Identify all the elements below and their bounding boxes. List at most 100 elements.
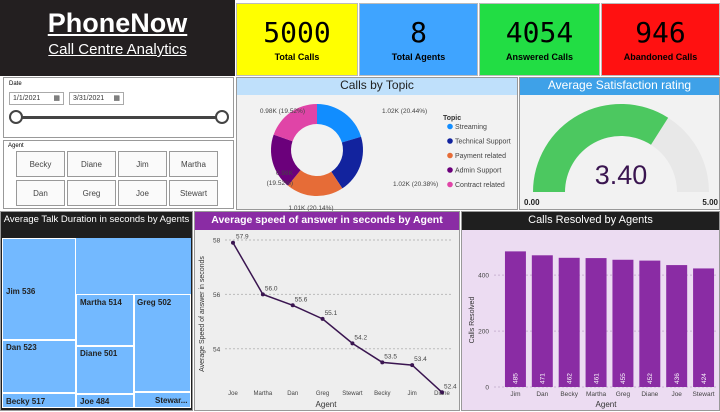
treemap-cell-jim[interactable]: Jim 536 xyxy=(2,238,76,340)
speed-point-stewart[interactable] xyxy=(350,341,354,345)
date-range-end-handle[interactable] xyxy=(215,110,229,124)
agent-button-joe[interactable]: Joe xyxy=(118,180,167,206)
treemap-cell-joe[interactable]: Joe 484 xyxy=(76,394,134,408)
brand-title: PhoneNow xyxy=(0,8,235,39)
kpi-label: Total Calls xyxy=(237,52,357,62)
kpi-value: 8 xyxy=(360,18,477,48)
speed-ytick: 58 xyxy=(213,238,221,245)
legend-item-streaming[interactable]: Streaming xyxy=(455,124,487,131)
resolved-data-label: 461 xyxy=(593,373,600,384)
speed-point-joe[interactable] xyxy=(231,241,235,245)
speed-xtick: Martha xyxy=(254,391,273,397)
date-slicer: Date xyxy=(3,77,234,138)
end-date-value: 3/31/2021 xyxy=(73,95,104,102)
topic-legend-title: Topic xyxy=(443,115,461,122)
agent-button-dan[interactable]: Dan xyxy=(16,180,65,206)
legend-marker xyxy=(447,182,453,188)
resolved-chart: 0200400 485Jim471Dan462Becky461Martha455… xyxy=(462,212,720,412)
calls-by-topic-chart: Topic Streaming Technical Support Payment … xyxy=(237,78,519,211)
resolved-bar-martha[interactable] xyxy=(586,258,607,387)
treemap-cell-becky[interactable]: Becky 517 xyxy=(2,393,76,408)
legend-item-contract-related[interactable]: Contract related xyxy=(455,182,505,189)
donut-data-label: 0.98K (19.52%) xyxy=(260,108,305,115)
agent-button-becky[interactable]: Becky xyxy=(16,151,65,177)
resolved-ytick: 400 xyxy=(478,273,489,280)
speed-xtick: Greg xyxy=(316,391,329,397)
agent-button-greg[interactable]: Greg xyxy=(67,180,116,206)
treemap-cell-diane[interactable]: Diane 501 xyxy=(76,346,134,394)
treemap-label: Dan 523 xyxy=(6,343,37,352)
end-date-input[interactable]: 3/31/2021 ▦ xyxy=(69,92,124,105)
resolved-data-label: 436 xyxy=(674,373,681,384)
speed-point-becky[interactable] xyxy=(380,360,384,364)
kpi-answered-calls: 4054 Answered Calls xyxy=(479,3,600,76)
speed-data-label: 54.2 xyxy=(354,334,367,341)
speed-xtick: Dan xyxy=(287,391,298,397)
speed-data-label: 53.4 xyxy=(414,356,427,363)
kpi-total-agents: 8 Total Agents xyxy=(359,3,478,76)
calendar-icon[interactable]: ▦ xyxy=(53,94,60,102)
treemap-cell-martha[interactable]: Martha 514 xyxy=(76,294,134,346)
treemap-label: Joe 484 xyxy=(80,397,109,406)
speed-point-dan[interactable] xyxy=(291,303,295,307)
resolved-bar-jim[interactable] xyxy=(505,251,526,387)
resolved-xtick: Diane xyxy=(641,391,658,398)
resolved-panel: Calls Resolved by Agents 0 200 400 485 Jim 4… xyxy=(461,211,720,411)
start-date-value: 1/1/2021 xyxy=(13,95,40,102)
resolved-data-label: 485 xyxy=(513,373,520,384)
donut-data-label: (19.52%) xyxy=(267,180,293,187)
treemap-cell-stewart[interactable]: Stewar... xyxy=(134,392,191,408)
date-range-track[interactable] xyxy=(16,116,223,119)
resolved-bar-dan[interactable] xyxy=(532,255,553,387)
kpi-value: 5000 xyxy=(237,18,357,48)
kpi-value: 946 xyxy=(602,18,719,48)
treemap-cell-greg[interactable]: Greg 502 xyxy=(134,294,191,392)
resolved-xtick: Martha xyxy=(586,391,607,398)
agent-button-martha[interactable]: Martha xyxy=(169,151,218,177)
resolved-data-label: 424 xyxy=(701,373,708,384)
agent-button-diane[interactable]: Diane xyxy=(67,151,116,177)
date-range-start-handle[interactable] xyxy=(9,110,23,124)
resolved-xtick: Dan xyxy=(536,391,548,398)
kpi-label: Total Agents xyxy=(360,52,477,62)
speed-data-label: 52.4 xyxy=(444,383,457,390)
resolved-bar-becky[interactable] xyxy=(559,258,580,387)
date-slicer-label: Date xyxy=(9,81,22,87)
treemap-label: Becky 517 xyxy=(6,397,45,406)
speed-point-martha[interactable] xyxy=(261,292,265,296)
agent-button-jim[interactable]: Jim xyxy=(118,151,167,177)
resolved-ytick: 200 xyxy=(478,329,489,336)
speed-xtick: Stewart xyxy=(342,391,363,397)
kpi-abandoned-calls: 946 Abandoned Calls xyxy=(601,3,720,76)
speed-point-diane[interactable] xyxy=(440,390,444,394)
talk-duration-title: Average Talk Duration in seconds by Agen… xyxy=(1,212,192,238)
treemap-cell-dan[interactable]: Dan 523 xyxy=(2,340,76,393)
speed-point-greg[interactable] xyxy=(321,317,325,321)
speed-ytick: 54 xyxy=(213,346,221,353)
agent-button-stewart[interactable]: Stewart xyxy=(169,180,218,206)
resolved-bar-stewart[interactable] xyxy=(693,268,714,387)
resolved-bar-diane[interactable] xyxy=(639,261,660,387)
donut-slice-streaming[interactable] xyxy=(317,104,361,143)
calls-by-topic-panel: Calls by Topic Topic Streaming Technical … xyxy=(236,77,518,210)
speed-data-label: 56.0 xyxy=(265,285,278,292)
treemap-label: Martha 514 xyxy=(80,298,122,307)
resolved-xtick: Jim xyxy=(510,391,520,398)
kpi-label: Answered Calls xyxy=(480,52,599,62)
speed-point-jim[interactable] xyxy=(410,363,414,367)
resolved-bar-joe[interactable] xyxy=(666,265,687,387)
legend-item-payment-related[interactable]: Payment related xyxy=(455,153,506,160)
resolved-xtick: Joe xyxy=(671,391,682,398)
satisfaction-panel: Average Satisfaction rating 3.40 0.00 5.… xyxy=(519,77,720,210)
speed-ytick: 56 xyxy=(213,292,221,299)
speed-ylabel: Average Speed of answer in seconds xyxy=(199,256,206,372)
treemap-label: Jim 536 xyxy=(6,287,35,296)
legend-item-admin-support[interactable]: Admin Support xyxy=(455,168,501,175)
resolved-xlabel: Agent xyxy=(596,400,618,409)
start-date-input[interactable]: 1/1/2021 ▦ xyxy=(9,92,64,105)
legend-item-technical-support[interactable]: Technical Support xyxy=(455,139,511,146)
resolved-bar-greg[interactable] xyxy=(612,260,633,387)
resolved-xtick: Stewart xyxy=(693,391,715,398)
calendar-icon[interactable]: ▦ xyxy=(113,94,120,102)
speed-xtick: Jim xyxy=(407,391,416,397)
